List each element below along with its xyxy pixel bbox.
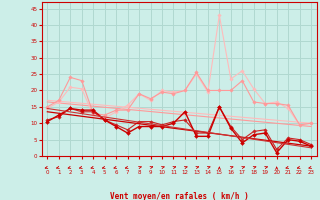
X-axis label: Vent moyen/en rafales ( km/h ): Vent moyen/en rafales ( km/h )	[110, 192, 249, 200]
